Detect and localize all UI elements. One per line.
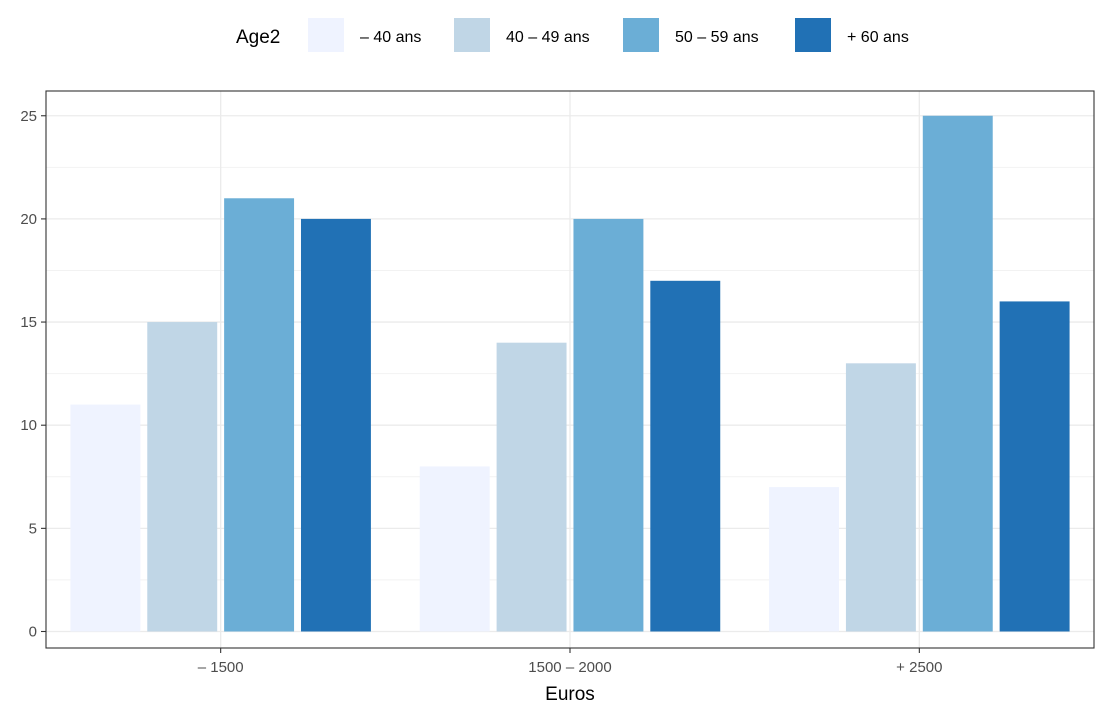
- bar: [496, 342, 567, 632]
- bar: [845, 363, 916, 632]
- bar: [922, 115, 993, 632]
- y-tick-label: 25: [20, 108, 37, 125]
- bar: [224, 198, 295, 632]
- bar: [419, 466, 490, 632]
- bar: [70, 404, 141, 632]
- legend-label: – 40 ans: [360, 29, 421, 46]
- bar: [769, 487, 840, 632]
- x-axis: – 1500 1500 – 2000 + 2500: [198, 648, 942, 676]
- x-tick-label: + 2500: [896, 659, 942, 676]
- legend-key: [454, 18, 490, 52]
- y-tick-label: 5: [29, 520, 37, 537]
- bar: [300, 218, 371, 632]
- legend-title: Age2: [236, 27, 280, 48]
- legend-key: [308, 18, 344, 52]
- bar: [999, 301, 1070, 632]
- bars: [70, 115, 1070, 632]
- x-axis-title: Euros: [545, 684, 595, 704]
- y-axis: 0 5 10 15 20 25: [20, 108, 46, 640]
- bar: [573, 218, 644, 632]
- bar: [147, 322, 218, 632]
- legend-key: [795, 18, 831, 52]
- legend-key: [623, 18, 659, 52]
- y-tick-label: 15: [20, 314, 37, 331]
- legend: Age2 – 40 ans 40 – 49 ans 50 – 59 ans + 60 …: [236, 18, 909, 52]
- y-tick-label: 20: [20, 211, 37, 228]
- plot-panel: [45, 90, 1095, 649]
- bar: [650, 280, 721, 632]
- x-tick-label: – 1500: [198, 659, 244, 676]
- y-tick-label: 0: [29, 623, 37, 640]
- legend-label: 40 – 49 ans: [506, 29, 590, 46]
- x-tick-label: 1500 – 2000: [528, 659, 611, 676]
- legend-label: 50 – 59 ans: [675, 29, 759, 46]
- legend-label: + 60 ans: [847, 29, 909, 46]
- gridlines: [46, 91, 1094, 648]
- y-tick-label: 10: [20, 417, 37, 434]
